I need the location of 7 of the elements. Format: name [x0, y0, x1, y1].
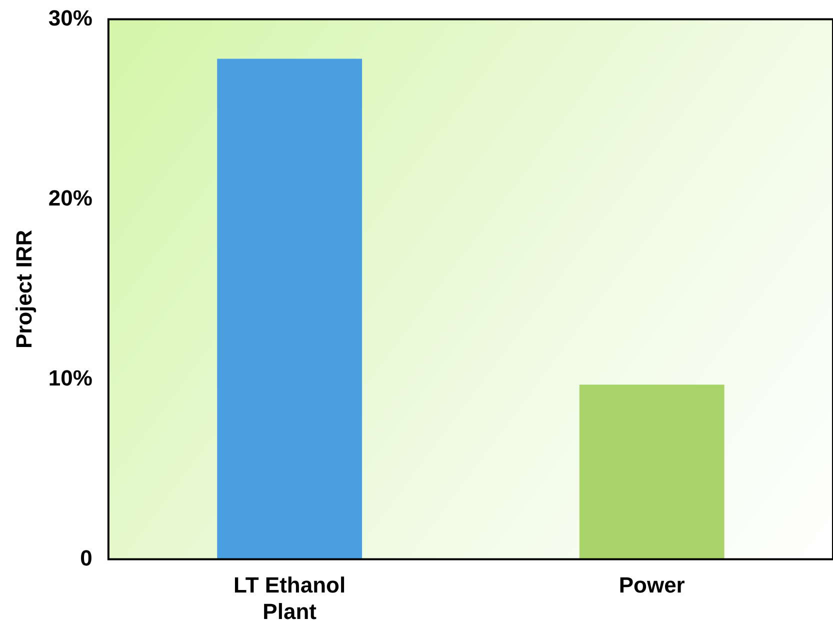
- y-tick-label: 10%: [48, 365, 92, 390]
- y-tick-label: 20%: [48, 185, 92, 210]
- x-tick-label: Power: [618, 572, 686, 598]
- y-tick-label: 30%: [48, 5, 92, 30]
- y-tick-label: 0: [80, 545, 92, 570]
- x-tick-label: LT Ethanol Plant: [234, 572, 346, 624]
- y-axis-title: Project IRR: [11, 230, 36, 348]
